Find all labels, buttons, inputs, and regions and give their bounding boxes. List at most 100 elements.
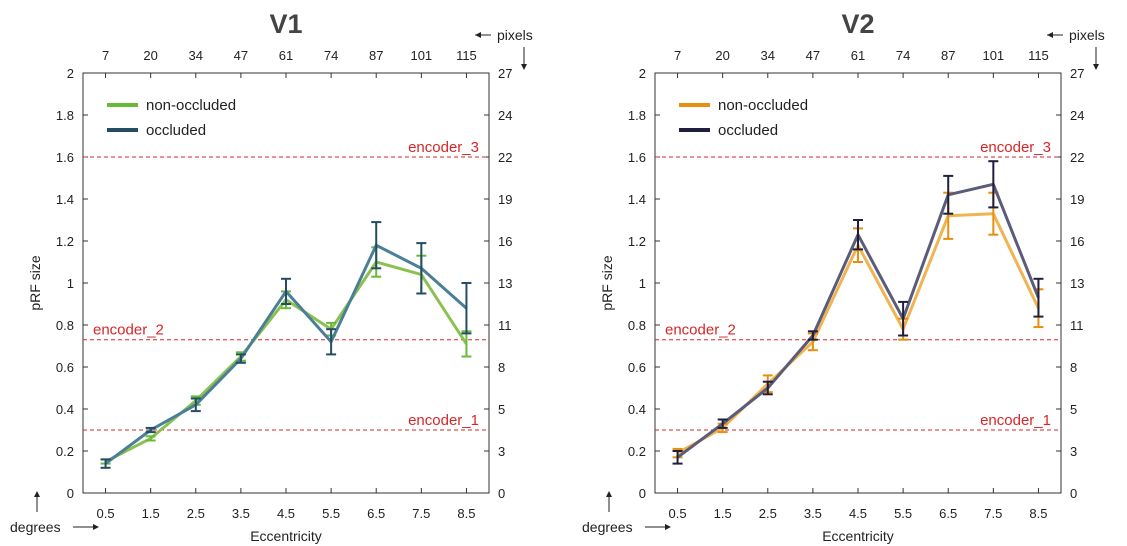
corner-axis-label: degrees bbox=[582, 519, 633, 535]
error-bar bbox=[416, 242, 427, 295]
y-tick-label: 0.2 bbox=[56, 444, 74, 459]
pixels-arrow-down-head bbox=[521, 64, 527, 70]
chart-title: V1 bbox=[269, 9, 302, 39]
y-tick-label: 1.4 bbox=[56, 192, 74, 207]
x-tick-label: 4.5 bbox=[849, 506, 867, 521]
reference-line-label: encoder_2 bbox=[665, 322, 736, 339]
right-tick-label: 11 bbox=[498, 318, 512, 333]
right-tick-label: 19 bbox=[1070, 192, 1084, 207]
right-tick-label: 8 bbox=[498, 360, 505, 375]
x-tick-label: 5.5 bbox=[894, 506, 912, 521]
top-tick-label: 74 bbox=[324, 48, 338, 63]
top-tick-label: 115 bbox=[456, 48, 477, 63]
error-bar bbox=[807, 330, 818, 341]
y-tick-label: 0.2 bbox=[628, 444, 646, 459]
error-bar bbox=[461, 330, 472, 358]
right-tick-label: 11 bbox=[1070, 318, 1084, 333]
right-tick-label: 24 bbox=[498, 108, 512, 123]
x-tick-label: 7.5 bbox=[412, 506, 430, 521]
right-tick-label: 3 bbox=[498, 444, 505, 459]
y-tick-label: 0 bbox=[67, 486, 74, 501]
top-tick-label: 34 bbox=[761, 48, 775, 63]
top-tick-label: 20 bbox=[715, 48, 729, 63]
reference-line-label: encoder_3 bbox=[980, 139, 1051, 156]
right-tick-label: 27 bbox=[498, 66, 512, 81]
right-tick-label: 0 bbox=[498, 486, 505, 501]
error-bar bbox=[235, 353, 246, 364]
x-tick-label: 4.5 bbox=[277, 506, 295, 521]
top-tick-label: 101 bbox=[410, 48, 432, 63]
top-tick-label: 87 bbox=[369, 48, 383, 63]
right-tick-label: 13 bbox=[498, 276, 512, 291]
y-axis-label: pRF size bbox=[27, 255, 43, 310]
right-tick-label: 0 bbox=[1070, 486, 1077, 501]
error-bar bbox=[326, 328, 337, 356]
top-tick-label: 7 bbox=[102, 48, 109, 63]
y-tick-label: 0.4 bbox=[56, 402, 74, 417]
y-tick-label: 1.8 bbox=[56, 108, 74, 123]
y-tick-label: 2 bbox=[639, 66, 646, 81]
y-tick-label: 0.6 bbox=[56, 360, 74, 375]
top-tick-label: 47 bbox=[806, 48, 820, 63]
pixels-arrow-down-head bbox=[1093, 64, 1099, 70]
error-bar bbox=[190, 397, 201, 413]
x-tick-label: 1.5 bbox=[714, 506, 732, 521]
right-tick-label: 13 bbox=[1070, 276, 1084, 291]
error-bar bbox=[145, 435, 156, 442]
corner-axis-label: degrees bbox=[10, 519, 61, 535]
x-tick-label: 8.5 bbox=[457, 506, 475, 521]
x-tick-label: 6.5 bbox=[939, 506, 957, 521]
right-tick-label: 5 bbox=[1070, 402, 1077, 417]
legend: non-occluded occluded bbox=[679, 97, 808, 139]
top-tick-label: 47 bbox=[234, 48, 248, 63]
x-tick-label: 2.5 bbox=[187, 506, 205, 521]
x-tick-label: 7.5 bbox=[984, 506, 1002, 521]
top-tick-label: 101 bbox=[982, 48, 1004, 63]
x-tick-label: 6.5 bbox=[367, 506, 385, 521]
x-axis-label: Eccentricity bbox=[822, 528, 894, 544]
right-tick-label: 22 bbox=[498, 150, 512, 165]
y-tick-label: 0.8 bbox=[56, 318, 74, 333]
right-tick-label: 22 bbox=[1070, 150, 1084, 165]
top-axis-label: pixels bbox=[1069, 27, 1105, 43]
x-tick-label: 5.5 bbox=[322, 506, 340, 521]
error-bar bbox=[672, 450, 683, 465]
y-tick-label: 0.6 bbox=[628, 360, 646, 375]
pixels-arrow-left-head bbox=[475, 32, 481, 38]
y-tick-label: 1.6 bbox=[56, 150, 74, 165]
error-bar bbox=[898, 300, 909, 337]
right-tick-label: 3 bbox=[1070, 444, 1077, 459]
series-occluded bbox=[100, 221, 472, 469]
x-tick-label: 8.5 bbox=[1029, 506, 1047, 521]
error-bar bbox=[853, 219, 863, 251]
legend-label: occluded bbox=[718, 122, 778, 139]
reference-line-label: encoder_1 bbox=[408, 412, 479, 429]
top-tick-label: 20 bbox=[143, 48, 157, 63]
error-bar bbox=[145, 426, 156, 434]
x-tick-label: 0.5 bbox=[97, 506, 115, 521]
top-tick-label: 7 bbox=[674, 48, 681, 63]
x-tick-label: 2.5 bbox=[759, 506, 777, 521]
y-tick-label: 1.2 bbox=[628, 234, 646, 249]
error-bar bbox=[762, 380, 773, 396]
x-tick-label: 0.5 bbox=[669, 506, 687, 521]
y-tick-label: 1.2 bbox=[56, 234, 74, 249]
y-tick-label: 2 bbox=[67, 66, 74, 81]
error-bar bbox=[1033, 277, 1044, 318]
error-bar bbox=[461, 282, 472, 335]
error-bar bbox=[371, 221, 382, 270]
legend: non-occluded occluded bbox=[107, 97, 236, 139]
top-axis-label: pixels bbox=[497, 27, 533, 43]
reference-line-label: encoder_2 bbox=[93, 322, 164, 339]
top-tick-label: 74 bbox=[896, 48, 910, 63]
top-tick-label: 61 bbox=[851, 48, 865, 63]
error-bar bbox=[281, 277, 291, 305]
top-tick-label: 87 bbox=[941, 48, 955, 63]
y-tick-label: 0 bbox=[639, 486, 646, 501]
legend-label: non-occluded bbox=[146, 97, 236, 114]
top-tick-label: 115 bbox=[1028, 48, 1049, 63]
error-bar bbox=[100, 458, 111, 469]
top-tick-label: 61 bbox=[279, 48, 293, 63]
error-bar bbox=[943, 174, 954, 215]
